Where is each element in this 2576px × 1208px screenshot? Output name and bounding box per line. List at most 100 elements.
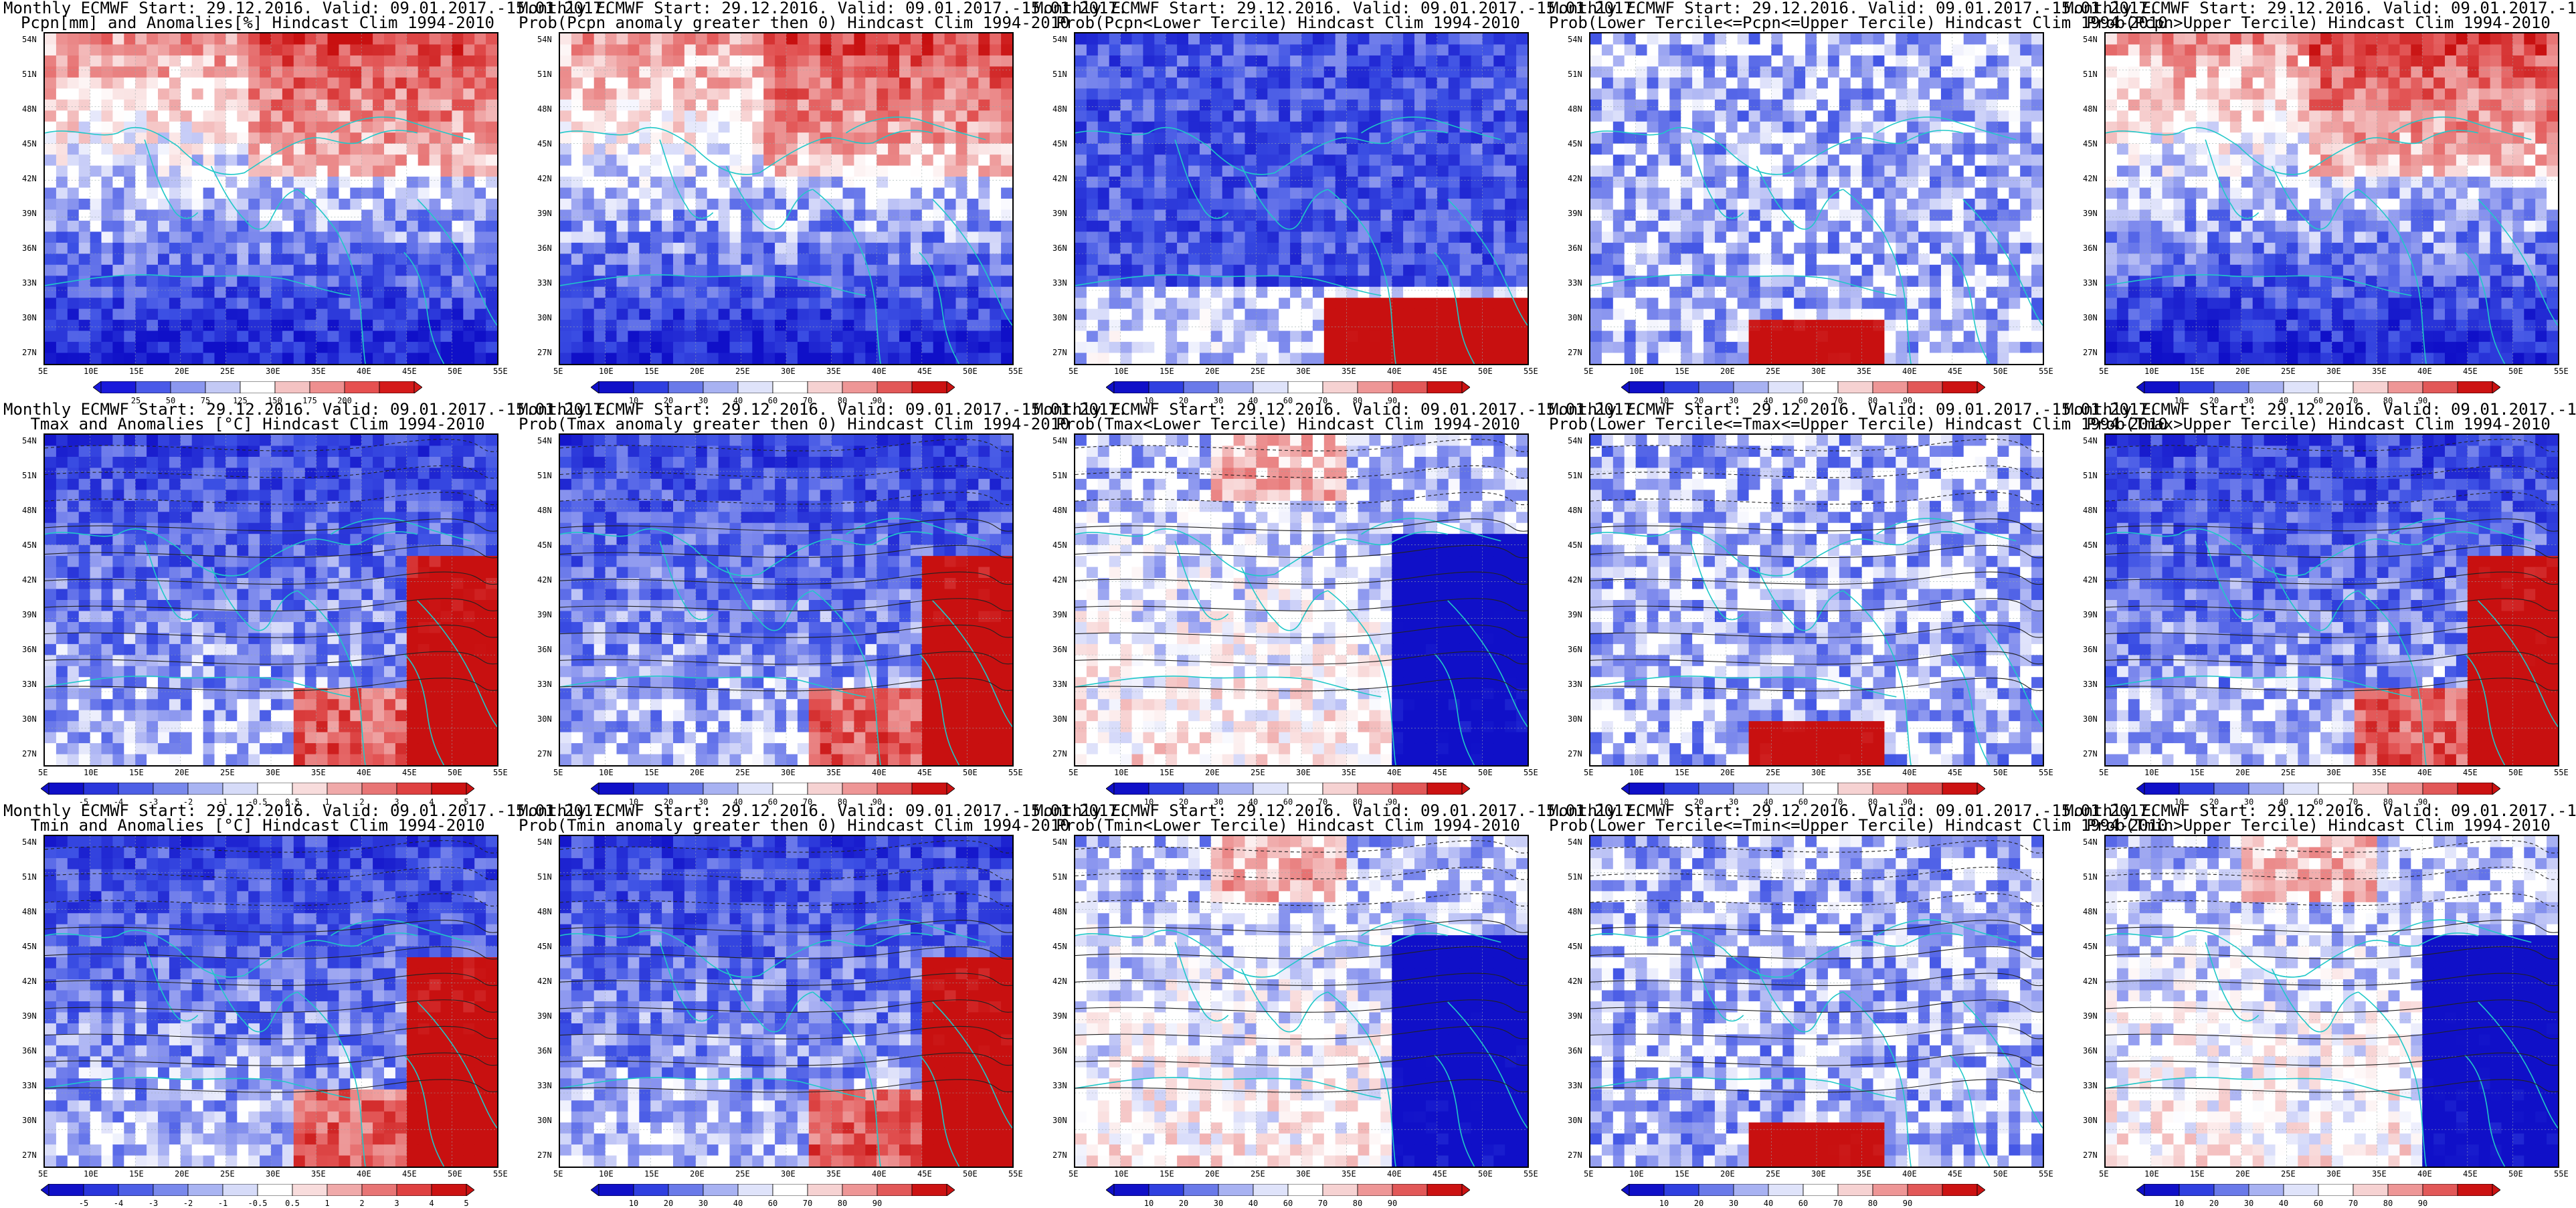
colorbar-tick-label: 80 [1868, 1199, 1877, 1208]
longitude-label: 20E [2235, 768, 2250, 777]
longitude-label: 25E [1766, 367, 1780, 376]
longitude-label: 50E [1993, 1169, 2008, 1179]
map-plot [2106, 33, 2558, 364]
latitude-label: 51N [2083, 70, 2098, 79]
latitude-label: 45N [537, 139, 552, 148]
forecast-map [1074, 433, 1529, 767]
colorbar-tick-label: -1 [218, 1199, 227, 1208]
latitude-label: 54N [1568, 35, 1582, 44]
longitude-label: 15E [1675, 768, 1689, 777]
longitude-label: 40E [1387, 367, 1402, 376]
forecast-map [1589, 32, 2044, 365]
latitude-label: 33N [1568, 278, 1582, 288]
map-plot [560, 33, 1012, 364]
longitude-label: 10E [2144, 768, 2159, 777]
map-plot [560, 836, 1012, 1167]
colorbar-tick-label: 70 [1833, 1199, 1843, 1208]
latitude-label: 30N [2083, 313, 2098, 322]
longitude-label: 15E [1675, 367, 1689, 376]
longitude-label: 45E [402, 367, 417, 376]
longitude-label: 50E [963, 768, 978, 777]
latitude-label: 48N [1052, 506, 1067, 515]
latitude-label: 33N [1052, 278, 1067, 288]
longitude-label: 40E [357, 768, 371, 777]
latitude-label: 27N [537, 749, 552, 759]
latitude-label: 36N [537, 645, 552, 654]
latitude-label: 30N [537, 1116, 552, 1125]
panel-title: Prob(Tmin>Upper Tercile) Hindcast Clim 1… [2064, 817, 2573, 833]
map-plot [45, 435, 497, 765]
colorbar-tick-label: 30 [2244, 1199, 2253, 1208]
panel-title: Prob(Pcpn<Lower Tercile) Hindcast Clim 1… [1034, 15, 1542, 31]
longitude-label: 30E [1811, 768, 1826, 777]
latitude-label: 39N [2083, 209, 2098, 218]
map-plot [45, 836, 497, 1167]
forecast-panel: Monthly ECMWF Start: 29.12.2016. Valid: … [3, 0, 512, 401]
latitude-label: 30N [2083, 714, 2098, 724]
longitude-label: 25E [220, 1169, 235, 1179]
longitude-label: 40E [357, 1169, 371, 1179]
forecast-panel: Monthly ECMWF Start: 29.12.2016. Valid: … [1034, 803, 1542, 1204]
latitude-label: 51N [22, 70, 37, 79]
panel-title: Pcpn[mm] and Anomalies[%] Hindcast Clim … [3, 15, 512, 31]
colorbar-tick-label: 60 [2314, 1199, 2323, 1208]
colorbar [1106, 783, 1470, 795]
longitude-label: 35E [311, 1169, 326, 1179]
longitude-label: 20E [175, 367, 189, 376]
forecast-map [2104, 433, 2559, 767]
longitude-label: 40E [1387, 1169, 1402, 1179]
longitude-label: 40E [2417, 1169, 2432, 1179]
forecast-map [2104, 32, 2559, 365]
latitude-label: 36N [537, 243, 552, 253]
longitude-label: 30E [266, 367, 280, 376]
longitude-label: 10E [1629, 768, 1644, 777]
latitude-label: 33N [537, 1081, 552, 1090]
latitude-label: 51N [1052, 471, 1067, 480]
longitude-label: 35E [2372, 367, 2387, 376]
latitude-label: 33N [1052, 680, 1067, 689]
colorbar-tick-label: -4 [114, 1199, 123, 1208]
longitude-label: 45E [1948, 768, 1962, 777]
longitude-label: 40E [2417, 768, 2432, 777]
longitude-label: 5E [38, 367, 48, 376]
longitude-label: 20E [1720, 1169, 1735, 1179]
latitude-label: 39N [1052, 1011, 1067, 1021]
longitude-label: 30E [781, 768, 796, 777]
longitude-label: 50E [1478, 367, 1493, 376]
longitude-label: 55E [1524, 768, 1538, 777]
map-plot [1075, 836, 1528, 1167]
shaded-field [45, 435, 497, 765]
colorbar [2136, 783, 2500, 795]
longitude-label: 10E [1114, 367, 1129, 376]
longitude-label: 20E [175, 768, 189, 777]
map-plot [560, 435, 1012, 765]
latitude-label: 54N [22, 35, 37, 44]
colorbar-tick-label: 90 [1388, 1199, 1397, 1208]
longitude-label: 40E [1387, 768, 1402, 777]
latitude-label: 30N [1052, 313, 1067, 322]
longitude-label: 5E [38, 1169, 48, 1179]
longitude-label: 10E [84, 768, 98, 777]
panel-title: Prob(Lower Tercile<=Tmin<=Upper Tercile)… [1549, 817, 2057, 833]
longitude-label: 10E [1114, 768, 1129, 777]
panel-title: Tmin and Anomalies [°C] Hindcast Clim 19… [3, 817, 512, 833]
latitude-label: 30N [22, 313, 37, 322]
latitude-label: 39N [1568, 209, 1582, 218]
forecast-panel: Monthly ECMWF Start: 29.12.2016. Valid: … [2064, 401, 2573, 803]
colorbar-tick-label: 70 [1318, 1199, 1327, 1208]
longitude-label: 15E [644, 768, 659, 777]
longitude-label: 40E [1902, 768, 1917, 777]
colorbar [1106, 1184, 1470, 1196]
colorbar [2136, 1184, 2500, 1196]
latitude-label: 30N [2083, 1116, 2098, 1125]
latitude-label: 27N [1052, 749, 1067, 759]
latitude-label: 27N [1568, 1150, 1582, 1160]
colorbar-tick-label: 60 [1283, 1199, 1293, 1208]
latitude-label: 45N [22, 540, 37, 550]
panel-title: Prob(Tmax<Lower Tercile) Hindcast Clim 1… [1034, 416, 1542, 432]
longitude-label: 55E [1008, 768, 1023, 777]
longitude-label: 20E [1205, 768, 1220, 777]
longitude-label: 45E [2463, 768, 2478, 777]
longitude-label: 10E [84, 367, 98, 376]
latitude-label: 54N [1052, 35, 1067, 44]
